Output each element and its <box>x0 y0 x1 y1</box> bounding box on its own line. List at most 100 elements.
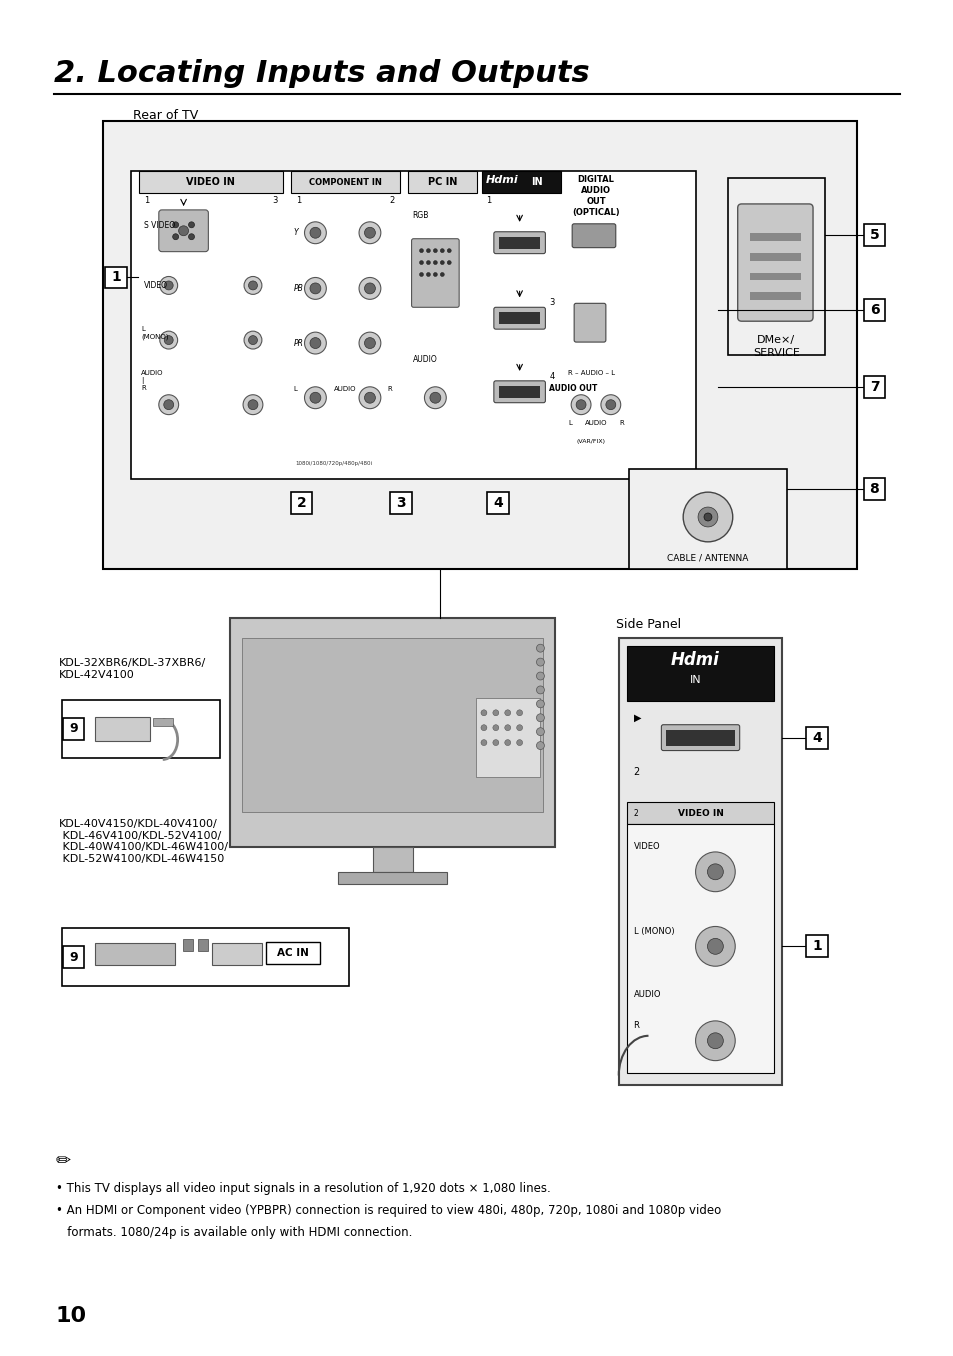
Circle shape <box>248 336 257 344</box>
Circle shape <box>160 277 177 294</box>
Circle shape <box>164 281 173 290</box>
Text: AUDIO
|
R: AUDIO | R <box>141 370 163 391</box>
Bar <box>476 698 539 777</box>
Circle shape <box>304 332 326 354</box>
Circle shape <box>364 228 375 239</box>
Bar <box>291 492 313 514</box>
Circle shape <box>244 331 262 348</box>
Text: AC IN: AC IN <box>276 948 308 959</box>
Text: VIDEO IN: VIDEO IN <box>677 808 722 818</box>
Bar <box>498 237 539 248</box>
Text: formats. 1080/24p is available only with HDMI connection.: formats. 1080/24p is available only with… <box>55 1226 412 1238</box>
Circle shape <box>480 739 486 746</box>
Text: 4: 4 <box>493 496 502 510</box>
Text: AUDIO: AUDIO <box>584 419 606 426</box>
Circle shape <box>504 739 510 746</box>
Circle shape <box>695 1021 735 1060</box>
Circle shape <box>426 273 430 277</box>
Circle shape <box>493 709 498 716</box>
FancyBboxPatch shape <box>494 232 545 254</box>
Text: L (MONO): L (MONO) <box>633 928 674 936</box>
Circle shape <box>571 395 590 415</box>
Text: 7: 7 <box>869 380 879 393</box>
Text: 9: 9 <box>70 951 78 964</box>
Text: PC IN: PC IN <box>427 178 456 187</box>
Bar <box>481 171 560 193</box>
Circle shape <box>304 278 326 300</box>
Text: 5: 5 <box>869 228 879 241</box>
Circle shape <box>248 400 257 410</box>
Circle shape <box>164 400 173 410</box>
Text: 3: 3 <box>273 197 277 205</box>
Bar <box>618 639 781 1086</box>
Circle shape <box>536 644 544 652</box>
Circle shape <box>433 248 436 252</box>
Circle shape <box>178 226 189 236</box>
Circle shape <box>440 248 444 252</box>
Bar <box>373 848 412 872</box>
Bar <box>213 944 262 965</box>
Text: DMe×/
SERVICE: DMe×/ SERVICE <box>752 335 799 358</box>
Bar <box>95 944 174 965</box>
Circle shape <box>424 386 446 408</box>
FancyBboxPatch shape <box>737 203 812 321</box>
Circle shape <box>310 392 320 403</box>
Text: R: R <box>618 419 623 426</box>
Text: VIDEO IN: VIDEO IN <box>186 178 235 187</box>
Text: S VIDEO: S VIDEO <box>144 221 175 231</box>
Text: L
(MONO): L (MONO) <box>141 327 169 339</box>
Text: 4: 4 <box>549 372 554 381</box>
Circle shape <box>364 392 375 403</box>
Circle shape <box>364 283 375 294</box>
Bar <box>862 224 884 245</box>
Bar <box>498 386 539 397</box>
Bar <box>95 717 150 740</box>
Text: 1: 1 <box>295 197 300 205</box>
Bar <box>182 940 193 952</box>
Text: L: L <box>294 386 297 392</box>
Text: IN: IN <box>689 675 700 685</box>
Bar <box>628 469 786 568</box>
Circle shape <box>707 864 722 880</box>
Text: VIDEO: VIDEO <box>144 281 168 290</box>
Bar <box>266 942 320 964</box>
Bar <box>390 492 411 514</box>
Bar <box>62 929 349 986</box>
Text: PR: PR <box>294 339 303 347</box>
Text: ✏: ✏ <box>55 1153 71 1170</box>
Bar <box>103 122 856 568</box>
Text: R: R <box>387 386 392 392</box>
Circle shape <box>419 260 423 264</box>
Text: 1: 1 <box>811 940 821 953</box>
Circle shape <box>707 1033 722 1048</box>
Text: VIDEO: VIDEO <box>633 842 659 852</box>
Bar <box>139 171 282 193</box>
Circle shape <box>536 742 544 750</box>
Circle shape <box>304 222 326 244</box>
Bar <box>626 647 774 701</box>
Circle shape <box>536 673 544 679</box>
Text: (VAR/FIX): (VAR/FIX) <box>576 439 604 445</box>
Bar <box>105 267 127 289</box>
Bar <box>665 730 734 746</box>
Circle shape <box>430 392 440 403</box>
Text: Hdmi: Hdmi <box>670 651 720 669</box>
Bar <box>291 171 399 193</box>
Bar <box>727 178 824 355</box>
Circle shape <box>426 260 430 264</box>
Text: 10: 10 <box>55 1306 87 1326</box>
Circle shape <box>433 273 436 277</box>
Circle shape <box>707 938 722 955</box>
Circle shape <box>310 338 320 348</box>
Bar <box>749 293 801 300</box>
Text: 8: 8 <box>869 483 879 496</box>
Bar <box>63 946 85 968</box>
Circle shape <box>447 248 451 252</box>
Circle shape <box>419 273 423 277</box>
Text: COMPONENT IN: COMPONENT IN <box>309 178 381 187</box>
Text: • This TV displays all video input signals in a resolution of 1,920 dots × 1,080: • This TV displays all video input signa… <box>55 1182 550 1195</box>
Bar <box>338 872 447 884</box>
Bar <box>407 171 476 193</box>
Text: 2: 2 <box>633 808 638 818</box>
Text: Side Panel: Side Panel <box>615 618 680 632</box>
